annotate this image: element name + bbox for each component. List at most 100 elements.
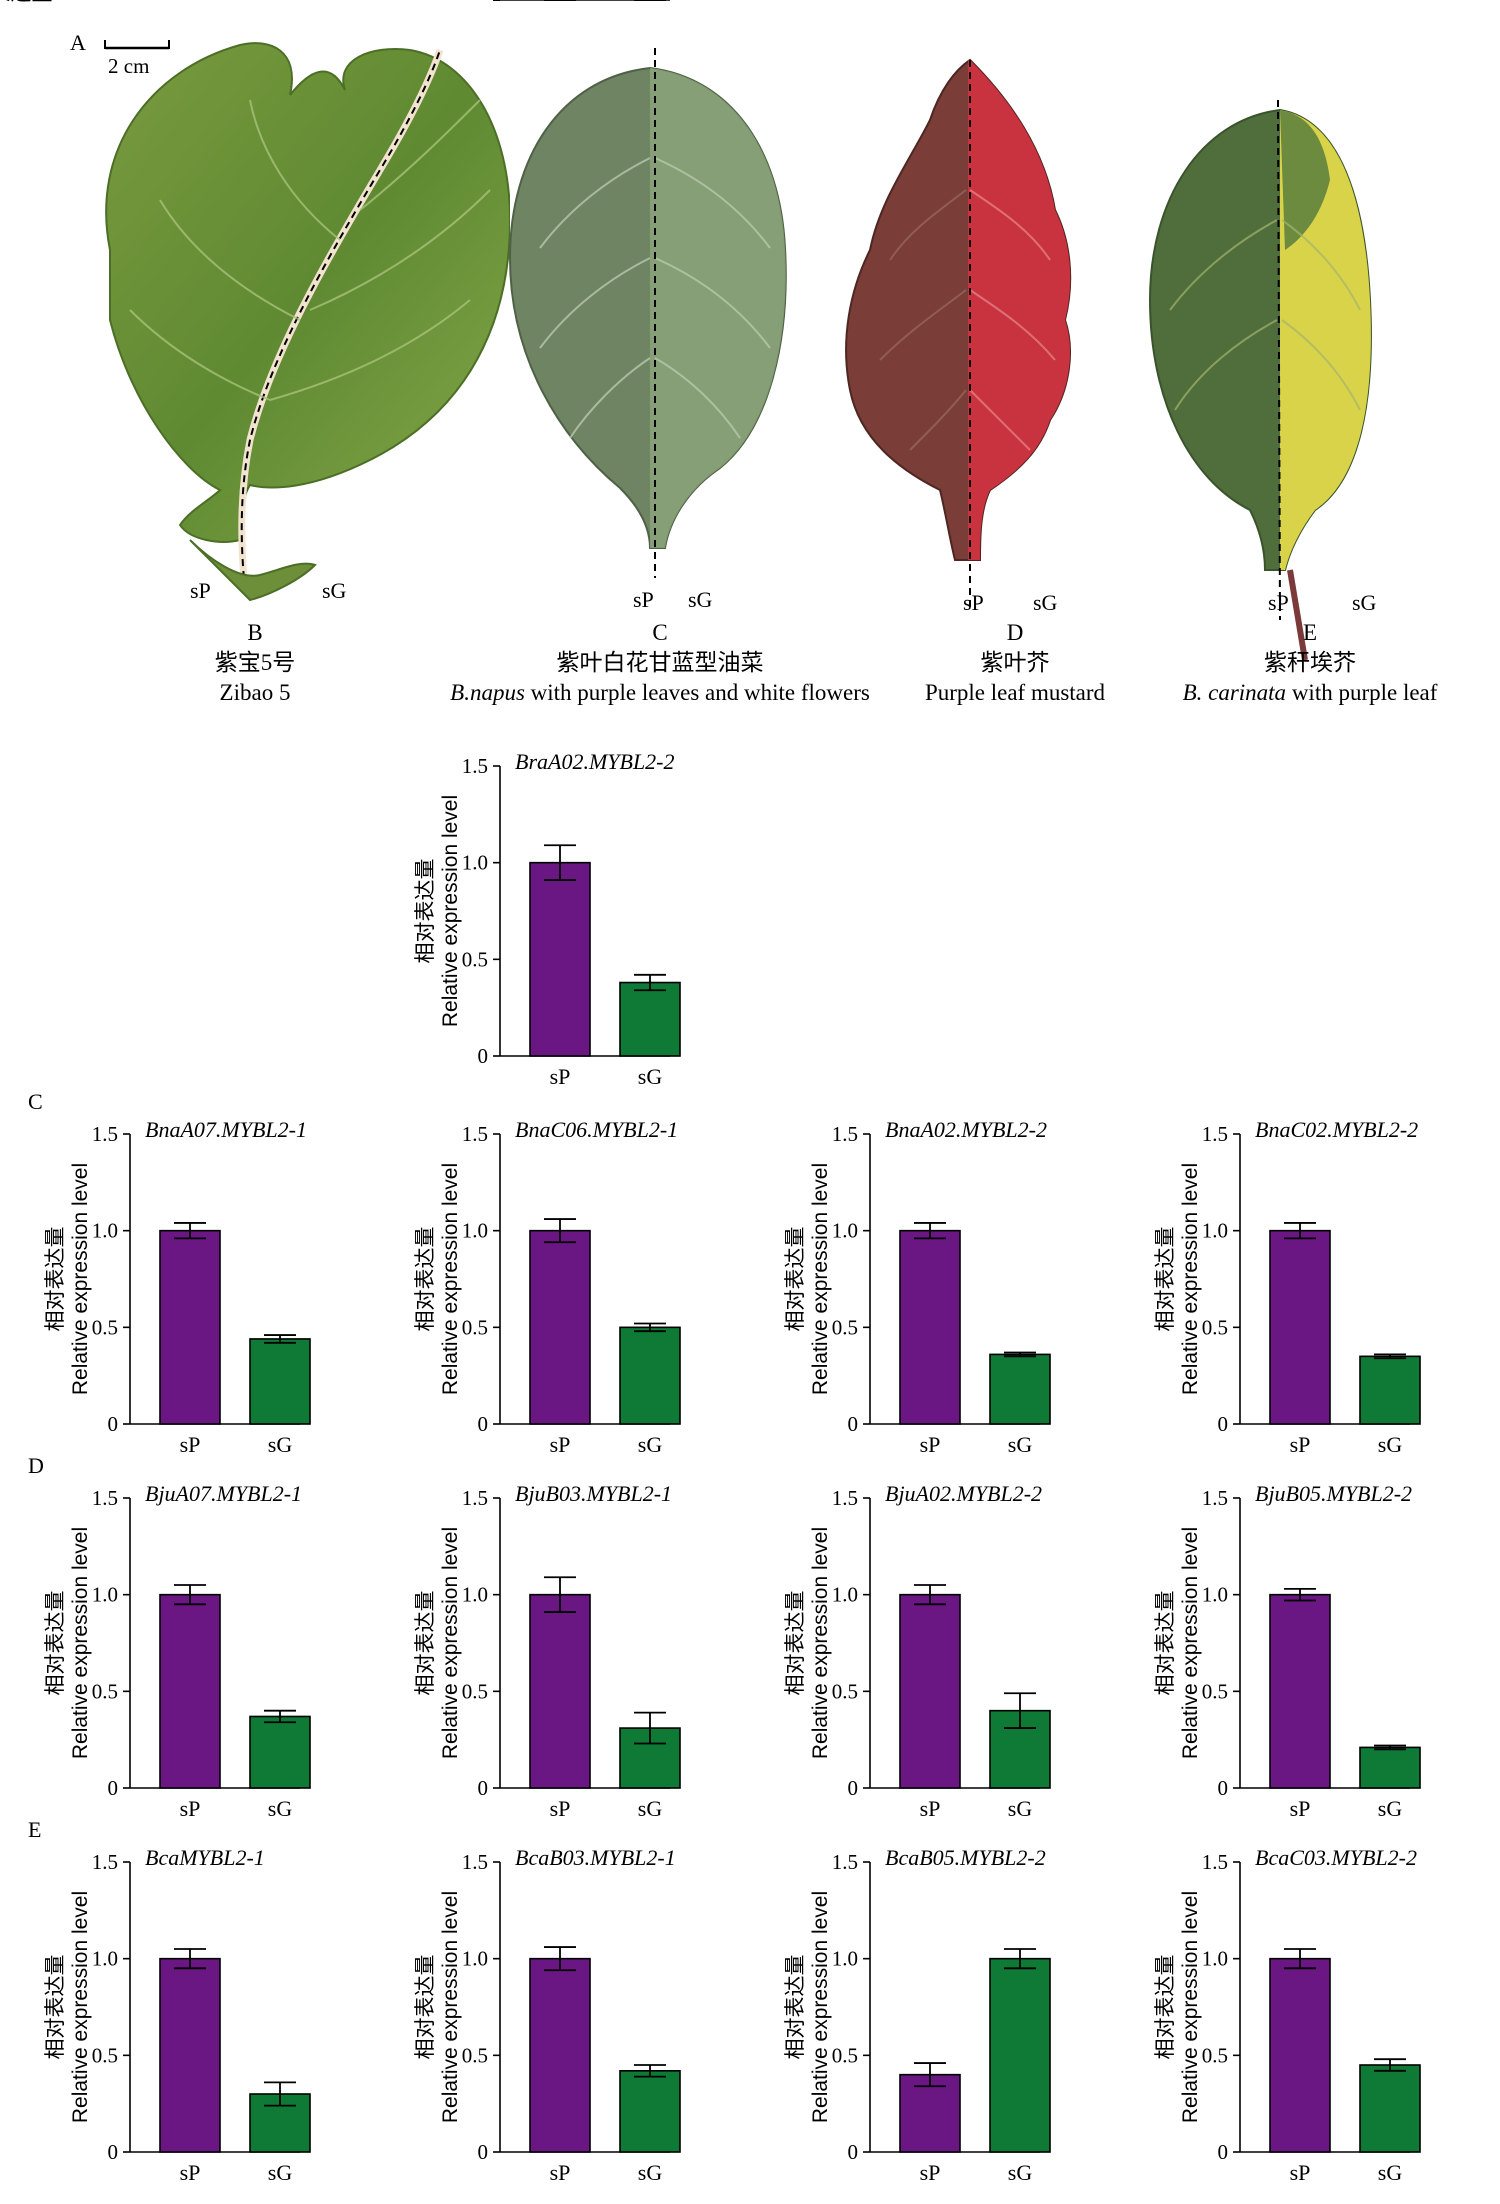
y-tick-label: 1.0: [832, 1219, 858, 1243]
chart-bcab03-mybl2-1: 0 0.5 1.0 1.5 BcaB03.MYBL2-1 相对表达量 Relative ex…: [413, 1845, 681, 2185]
x-tick-label: sP: [1290, 1432, 1311, 1457]
x-tick-label: sG: [1008, 2160, 1033, 2185]
bar-sP: [529, 861, 591, 1057]
caption-cn: 紫叶芥: [980, 650, 1050, 675]
chart-bjub05-mybl2-2: 0 0.5 1.0 1.5 BjuB05.MYBL2-2 相对表达量 Relative ex…: [1153, 1481, 1421, 1821]
x-tick-label: sG: [638, 2160, 663, 2185]
y-tick-label: 0: [108, 1776, 119, 1800]
y-tick-label: 0: [108, 1412, 119, 1436]
caption-letter: B: [247, 620, 263, 645]
caption-zibao5: B 紫宝5号 Zibao 5: [155, 618, 355, 708]
y-tick-label: 0: [848, 2140, 859, 2164]
bar-sP: [159, 1593, 221, 1789]
y-tick-label: 0.5: [1202, 2043, 1228, 2067]
y-axis-label-cn: 相对表达量: [783, 1955, 807, 2060]
panel-letter: E: [28, 1817, 41, 1842]
y-tick-label: 1.5: [1202, 1850, 1228, 1874]
leaf-b-left-label: sP: [190, 578, 211, 603]
chart-bnac06-mybl2-1: 0 0.5 1.0 1.5 BnaC06.MYBL2-1 相对表达量 Relative ex…: [413, 1117, 681, 1457]
bar-sP: [1269, 1957, 1331, 2153]
x-tick-label: sP: [180, 1796, 201, 1821]
x-tick-label: sG: [638, 0, 663, 5]
bar-sP: [529, 1593, 591, 1789]
bar-sP: [529, 1229, 591, 1425]
bar-sG: [619, 981, 681, 1057]
y-tick-label: 1.5: [92, 1850, 118, 1874]
chart-title: BraA07.MYBL2-1: [515, 0, 675, 5]
y-axis-label-en: Relative expression level: [1179, 1891, 1202, 2123]
chart-bcamybl2-1: E 0 0.5 1.0 1.5 BcaMYBL2-1 相对表达量 Relative expre…: [28, 1817, 311, 2185]
bar-sP: [899, 1229, 961, 1425]
bar-sG: [1359, 1355, 1421, 1425]
x-tick-label: sP: [180, 1432, 201, 1457]
x-tick-label: sG: [638, 1432, 663, 1457]
leaf-e-left-label: sP: [1268, 590, 1289, 615]
y-tick-label: 1.5: [832, 1122, 858, 1146]
chart-bcac03-mybl2-2: 0 0.5 1.0 1.5 BcaC03.MYBL2-2 相对表达量 Relative ex…: [1153, 1845, 1421, 2185]
x-tick-label: sG: [1378, 1796, 1403, 1821]
x-tick-label: sP: [1290, 2160, 1311, 2185]
y-tick-label: 1.5: [462, 754, 488, 778]
caption-cn: 紫宝5号: [214, 650, 296, 675]
caption-cn: 紫秆埃芥: [1264, 650, 1356, 675]
scale-bar: [104, 40, 170, 50]
chart-title: BjuB05.MYBL2-2: [1255, 1481, 1412, 1506]
caption-mustard: D 紫叶芥 Purple leaf mustard: [905, 618, 1125, 708]
y-axis-label-cn: 相对表达量: [413, 1227, 437, 1332]
y-axis-label-en: Relative expression level: [809, 1891, 832, 2123]
y-axis-label-cn: 相对表达量: [43, 1227, 67, 1332]
y-tick-label: 1.0: [462, 1947, 488, 1971]
chart-bcab05-mybl2-2: 0 0.5 1.0 1.5 BcaB05.MYBL2-2 相对表达量 Relative ex…: [783, 1845, 1051, 2185]
chart-title: BcaC03.MYBL2-2: [1255, 1845, 1417, 1870]
y-tick-label: 1.0: [462, 851, 488, 875]
bar-sP: [899, 1593, 961, 1789]
chart-bjub03-mybl2-1: 0 0.5 1.0 1.5 BjuB03.MYBL2-1 相对表达量 Relative ex…: [413, 1481, 681, 1821]
y-tick-label: 1.0: [462, 1583, 488, 1607]
x-tick-label: sP: [550, 0, 571, 5]
chart-title: BjuA07.MYBL2-1: [145, 1481, 302, 1506]
caption-en: Zibao 5: [219, 680, 291, 705]
y-axis-label-cn: 相对表达量: [413, 1955, 437, 2060]
y-tick-label: 1.0: [1202, 1947, 1228, 1971]
chart-title: BnaC06.MYBL2-1: [515, 1117, 678, 1142]
y-tick-label: 1.5: [92, 1486, 118, 1510]
x-tick-label: sP: [1290, 1796, 1311, 1821]
x-tick-label: sG: [268, 1796, 293, 1821]
y-axis-label-en: Relative expression level: [439, 1527, 462, 1759]
y-tick-label: 0: [478, 2140, 489, 2164]
x-tick-label: sP: [180, 2160, 201, 2185]
y-tick-label: 1.5: [462, 1486, 488, 1510]
chart-title: BjuA02.MYBL2-2: [885, 1481, 1042, 1506]
chart-bnaa07-mybl2-1: C 0 0.5 1.0 1.5 BnaA07.MYBL2-1 相对表达量 Relative e…: [28, 1089, 311, 1457]
y-tick-label: 0: [1218, 2140, 1229, 2164]
y-axis-label-en: Relative expression level: [809, 1163, 832, 1395]
bar-sG: [249, 1338, 311, 1425]
y-axis-label-cn: 相对表达量: [413, 859, 437, 964]
y-tick-label: 0.5: [92, 1315, 118, 1339]
y-axis-label-cn: 相对表达量: [1153, 1955, 1177, 2060]
panel-letter-a: A: [70, 30, 86, 55]
y-tick-label: 0: [108, 2140, 119, 2164]
caption-letter: D: [1006, 620, 1024, 645]
leaf-c-right-label: sG: [688, 587, 713, 612]
chart-bnac02-mybl2-2: 0 0.5 1.0 1.5 BnaC02.MYBL2-2 相对表达量 Relative ex…: [1153, 1117, 1421, 1457]
leaf-d-left-label: sP: [963, 590, 984, 615]
leaf-photo-bnapus-purple: [508, 48, 787, 578]
x-tick-label: sG: [1378, 1432, 1403, 1457]
y-axis-label-en: Relative expression level: [1179, 1163, 1202, 1395]
y-axis-label-cn: 相对表达量: [413, 1591, 437, 1696]
leaf-photo-purple-mustard: [845, 58, 1072, 610]
y-tick-label: 0.5: [1202, 1315, 1228, 1339]
bar-sP: [1269, 1593, 1331, 1789]
x-tick-label: sP: [920, 1796, 941, 1821]
y-tick-label: 1.5: [462, 1122, 488, 1146]
panel-letter: D: [28, 1453, 44, 1478]
y-tick-label: 0: [478, 0, 489, 5]
y-axis-label-en: Relative expression level: [1179, 1527, 1202, 1759]
chart-title: BnaA02.MYBL2-2: [885, 1117, 1047, 1142]
panel-letter: B: [440, 0, 455, 5]
x-tick-label: sG: [268, 2160, 293, 2185]
y-axis-label-en: Relative expression level: [0, 0, 116, 5]
y-axis-label-cn: 相对表达量: [43, 1591, 67, 1696]
leaf-b-right-label: sG: [322, 578, 347, 603]
